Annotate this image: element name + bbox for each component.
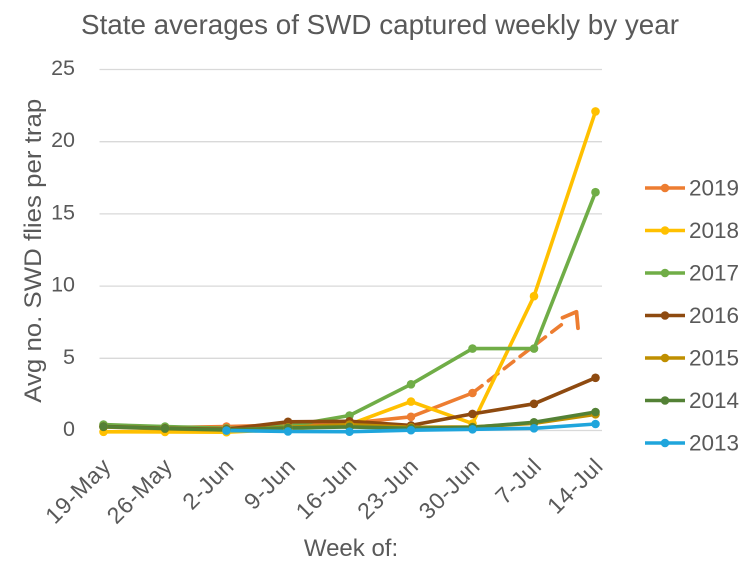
svg-text:0: 0 (63, 417, 75, 441)
svg-text:Week of:: Week of: (304, 535, 398, 562)
svg-text:20: 20 (51, 128, 75, 152)
svg-text:15: 15 (51, 200, 75, 224)
svg-text:25: 25 (51, 56, 75, 80)
svg-text:10: 10 (51, 273, 75, 297)
svg-text:State averages of SWD captured: State averages of SWD captured weekly by… (81, 9, 679, 40)
svg-text:Avg no. SWD flies per trap: Avg no. SWD flies per trap (20, 99, 47, 403)
svg-text:2017: 2017 (689, 261, 739, 286)
svg-text:5: 5 (63, 345, 75, 369)
svg-text:2019: 2019 (689, 176, 739, 201)
svg-text:2016: 2016 (689, 303, 739, 328)
svg-text:2014: 2014 (689, 388, 739, 413)
svg-text:2013: 2013 (689, 431, 739, 456)
svg-text:2018: 2018 (689, 218, 739, 243)
svg-text:2015: 2015 (689, 346, 739, 371)
